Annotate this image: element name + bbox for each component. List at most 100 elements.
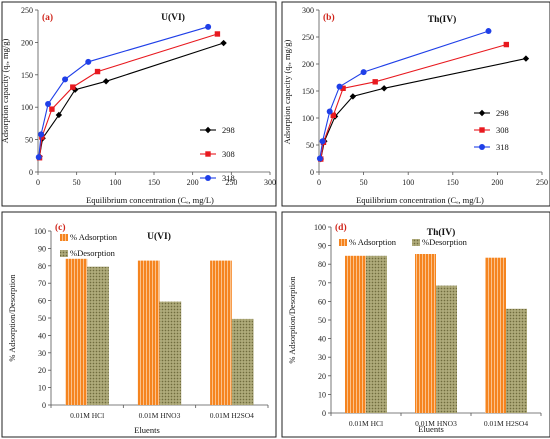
category-label: 0.01M HNO3 xyxy=(415,419,457,428)
x-axis-label: Equilibrium concentration (Cₑ, mg/L) xyxy=(86,195,214,205)
x-tick-label: 250 xyxy=(225,178,237,187)
y-tick-label: 60 xyxy=(318,297,326,306)
category-label: 0.01M HCl xyxy=(70,411,104,420)
data-point-318 xyxy=(319,138,326,145)
panel-letter: (b) xyxy=(323,12,335,23)
data-point-308 xyxy=(330,112,336,118)
y-tick-label: 0 xyxy=(322,409,326,418)
x-axis-label: Eluents xyxy=(418,424,444,434)
y-tick-label: 50 xyxy=(25,136,33,145)
y-tick-label: 150 xyxy=(302,87,314,96)
y-tick-label: 70 xyxy=(38,279,46,288)
panel-title: U(VI) xyxy=(161,12,185,23)
y-tick-label: 100 xyxy=(21,103,33,112)
y-tick-label: 50 xyxy=(38,314,46,323)
data-point-298 xyxy=(522,55,530,62)
y-tick-label: 10 xyxy=(318,390,326,399)
panel-1: 0 50 100 150 200 250 (a) U(VI) Equilibrium conce… xyxy=(0,1,277,207)
data-point-318 xyxy=(336,83,343,90)
data-point-308 xyxy=(94,68,101,75)
legend-label-desorption: %Desorption xyxy=(70,248,116,258)
y-tick-label: 40 xyxy=(318,335,326,344)
x-tick-label: 50 xyxy=(73,178,81,187)
x-axis-label: Eluents xyxy=(134,425,160,435)
legend-label-308: 308 xyxy=(496,125,509,135)
legend: 298 308 318 xyxy=(200,125,235,183)
legend-marker-318 xyxy=(479,144,485,150)
bar-adsorption xyxy=(345,255,366,413)
bar-adsorption xyxy=(210,260,232,405)
series-line-318 xyxy=(319,30,489,159)
y-tick-label: 50 xyxy=(306,141,314,150)
y-tick-label: 20 xyxy=(318,372,326,381)
bar-adsorption xyxy=(65,258,88,405)
legend-marker-298 xyxy=(478,109,486,117)
y-tick-label: 80 xyxy=(318,260,326,269)
x-tick-label: 100 xyxy=(402,178,414,187)
y-tick-label: 150 xyxy=(21,71,33,80)
series-line-318 xyxy=(38,26,209,158)
data-point-298 xyxy=(380,85,388,92)
data-point-298 xyxy=(349,93,357,100)
y-axis-label: % Adsorption/Desorption xyxy=(287,276,297,364)
data-point-308 xyxy=(70,84,76,90)
data-point-308 xyxy=(214,31,221,37)
y-tick-label: 200 xyxy=(21,38,33,47)
data-point-308 xyxy=(503,41,510,48)
category-label: 0.01M HCl xyxy=(349,419,383,428)
panel-title: U(VI) xyxy=(147,231,171,242)
y-tick-label: 200 xyxy=(302,60,314,69)
legend-marker-318 xyxy=(205,175,211,181)
panel-title: Th(IV) xyxy=(427,227,456,238)
bar-desorption xyxy=(436,285,457,413)
legend-label-desorption: %Desorption xyxy=(422,237,468,247)
bar-adsorption xyxy=(485,257,506,413)
y-tick-label: 60 xyxy=(38,297,46,306)
y-tick-label: 70 xyxy=(318,279,326,288)
y-tick-label: 0 xyxy=(29,168,33,177)
category-label: 0.01M H2SO4 xyxy=(484,419,528,428)
data-point-318 xyxy=(85,58,92,65)
x-axis-label: Equilibrium concentration (Cₑ, mg/L) xyxy=(356,195,484,205)
series-line-298 xyxy=(38,42,224,157)
panel-3: 0 10 20 30 40 50 60 70 80 90 100 (c) U(VI) Eluents % A… xyxy=(1,211,277,438)
bar-desorption xyxy=(87,266,109,405)
bar-desorption xyxy=(506,308,527,413)
data-point-318 xyxy=(360,69,367,76)
data-point-318 xyxy=(38,131,45,138)
x-tick-label: 200 xyxy=(491,178,503,187)
legend-label-318: 318 xyxy=(222,173,235,183)
data-point-308 xyxy=(340,85,346,91)
data-point-298 xyxy=(220,39,227,47)
legend-label-adsorption: % Adsorption xyxy=(349,237,397,247)
legend-label-298: 298 xyxy=(222,125,235,135)
y-tick-label: 30 xyxy=(38,349,46,358)
data-point-308 xyxy=(49,106,55,112)
legend-marker-308 xyxy=(205,151,211,157)
panel-2: 0 50 100 150 200 250 300 (b) Th(IV) Equilibrium c… xyxy=(281,1,550,207)
data-point-318 xyxy=(62,76,69,83)
y-tick-label: 30 xyxy=(318,353,326,362)
y-tick-label: 100 xyxy=(314,223,326,232)
data-point-298 xyxy=(55,111,63,119)
panel-frame xyxy=(1,211,277,438)
bar-adsorption xyxy=(137,260,160,405)
y-tick-label: 250 xyxy=(302,33,314,42)
panel-letter: (c) xyxy=(55,222,66,233)
x-tick-label: 300 xyxy=(264,178,276,187)
y-tick-label: 80 xyxy=(38,262,46,271)
y-tick-label: 0 xyxy=(310,168,314,177)
x-tick-label: 200 xyxy=(187,178,199,187)
category-label: 0.01M HNO3 xyxy=(139,411,181,420)
legend-swatch-adsorption xyxy=(60,234,68,241)
panel-4: 0 10 20 30 40 50 60 70 80 90 100 (d) Th(IV) Eluents % … xyxy=(281,211,550,438)
x-tick-label: 150 xyxy=(148,178,160,187)
data-point-318 xyxy=(485,28,492,35)
legend-marker-308 xyxy=(479,127,485,133)
y-tick-label: 50 xyxy=(318,316,326,325)
data-point-318 xyxy=(316,155,323,162)
panel-frame xyxy=(281,1,550,207)
y-tick-label: 20 xyxy=(38,366,46,375)
data-point-298 xyxy=(102,78,110,85)
